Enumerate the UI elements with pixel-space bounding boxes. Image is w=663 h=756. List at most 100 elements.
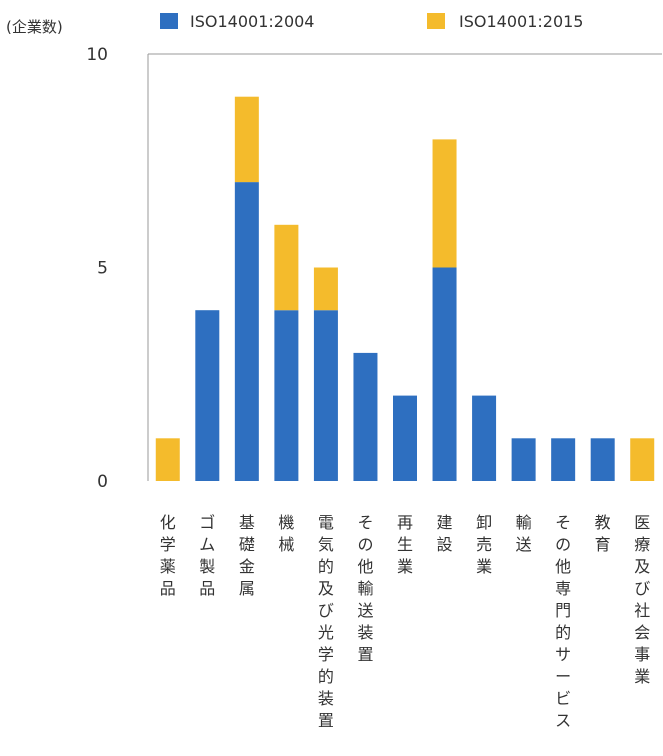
x-category-char: そ <box>555 513 571 532</box>
x-category-char: 社 <box>634 601 650 620</box>
bar-segment-iso2004 <box>234 182 259 481</box>
bar-segment-iso2004 <box>590 438 615 481</box>
x-category-char: 医 <box>634 513 650 532</box>
x-category-char: の <box>357 535 373 554</box>
legend-label-iso2015: ISO14001:2015 <box>459 12 583 31</box>
x-category-char: 業 <box>634 667 650 686</box>
x-category-char: 気 <box>318 535 334 554</box>
x-category-labels: 化学薬品ゴム製品基礎金属機械電気的及び光学的装置その他輸送装置再生業建設卸売業輸… <box>160 513 650 730</box>
bar-segment-iso2004 <box>511 438 536 481</box>
x-category-char: 学 <box>318 645 334 664</box>
x-category-char: 的 <box>555 623 571 642</box>
x-category-char: ム <box>199 535 215 554</box>
bar-segment-iso2015 <box>234 96 259 183</box>
x-category-char: そ <box>357 513 373 532</box>
x-category-char: 門 <box>555 601 571 620</box>
legend-label-iso2004: ISO14001:2004 <box>190 12 314 31</box>
bars <box>155 96 655 481</box>
x-category-char: 育 <box>595 535 611 554</box>
x-category-char: 輸 <box>516 513 532 532</box>
bar-segment-iso2004 <box>353 352 378 481</box>
x-category-char: 送 <box>516 535 532 554</box>
x-category-char: 教 <box>595 513 611 532</box>
x-category-char: 及 <box>318 579 334 598</box>
x-category-char: 置 <box>318 711 334 730</box>
x-category-char: 輸 <box>357 579 373 598</box>
x-category-char: ゴ <box>199 513 215 532</box>
bar-segment-iso2004 <box>393 395 417 481</box>
x-category-char: 送 <box>357 601 373 620</box>
legend-swatch-iso2004 <box>160 13 178 29</box>
x-category-char: 学 <box>160 535 176 554</box>
bar-segment-iso2015 <box>432 139 457 268</box>
x-category-char: 他 <box>357 557 373 576</box>
x-category-char: 業 <box>476 557 492 576</box>
bar-segment-iso2004 <box>274 310 299 481</box>
x-category-char: 建 <box>437 513 453 532</box>
x-category-char: ー <box>555 667 571 686</box>
x-category-char: 装 <box>318 689 334 708</box>
bar-segment-iso2015 <box>630 438 655 481</box>
x-category-char: 品 <box>160 579 176 598</box>
x-category-char: サ <box>555 645 571 664</box>
x-category-char: 電 <box>318 513 334 532</box>
x-category-char: び <box>634 579 650 598</box>
x-category-char: 卸 <box>476 513 492 532</box>
x-category-char: ビ <box>555 689 571 708</box>
x-category-label: 機械 <box>278 513 294 554</box>
x-category-char: 礎 <box>239 535 255 554</box>
x-category-label: 卸売業 <box>476 513 492 576</box>
x-category-char: 再 <box>397 513 413 532</box>
y-axis-label: (企業数) <box>6 18 63 36</box>
bar-segment-iso2004 <box>313 310 338 481</box>
bar-segment-iso2004 <box>432 267 457 481</box>
x-category-char: 及 <box>634 557 650 576</box>
x-category-char: 会 <box>634 623 650 642</box>
x-category-char: 生 <box>397 535 413 554</box>
x-category-char: 光 <box>318 623 334 642</box>
y-tick-label: 10 <box>86 45 108 65</box>
bar-segment-iso2004 <box>551 438 576 481</box>
x-category-char: 薬 <box>160 557 176 576</box>
legend: ISO14001:2004 ISO14001:2015 <box>160 12 583 31</box>
x-category-char: 機 <box>278 513 294 532</box>
x-category-char: 金 <box>239 557 255 576</box>
x-category-char: 基 <box>239 513 255 532</box>
x-category-char: 置 <box>357 645 373 664</box>
x-category-label: 輸送 <box>516 513 532 554</box>
x-category-label: 建設 <box>437 513 453 554</box>
x-category-char: 的 <box>318 557 334 576</box>
y-ticks: 0 5 10 <box>86 45 108 492</box>
x-category-char: 売 <box>476 535 492 554</box>
legend-swatch-iso2015 <box>427 13 445 29</box>
x-category-char: 械 <box>278 535 294 554</box>
bar-segment-iso2015 <box>155 438 180 481</box>
x-category-char: 療 <box>634 535 650 554</box>
x-category-char: 他 <box>555 557 571 576</box>
x-category-char: 属 <box>239 579 255 598</box>
x-category-char: ス <box>555 711 571 730</box>
y-tick-label: 0 <box>97 472 108 492</box>
x-category-char: 製 <box>199 557 215 576</box>
x-category-char: 事 <box>634 645 650 664</box>
bar-segment-iso2015 <box>313 267 338 311</box>
y-tick-label: 5 <box>97 259 108 279</box>
axes <box>147 53 662 481</box>
x-category-char: び <box>318 601 334 620</box>
x-category-char: 業 <box>397 557 413 576</box>
x-category-char: の <box>555 535 571 554</box>
x-category-label: 再生業 <box>397 513 413 576</box>
bar-segment-iso2004 <box>195 310 220 481</box>
x-category-char: 化 <box>160 513 176 532</box>
bar-segment-iso2015 <box>274 224 299 311</box>
x-category-char: 装 <box>357 623 373 642</box>
x-category-label: 教育 <box>595 513 611 554</box>
